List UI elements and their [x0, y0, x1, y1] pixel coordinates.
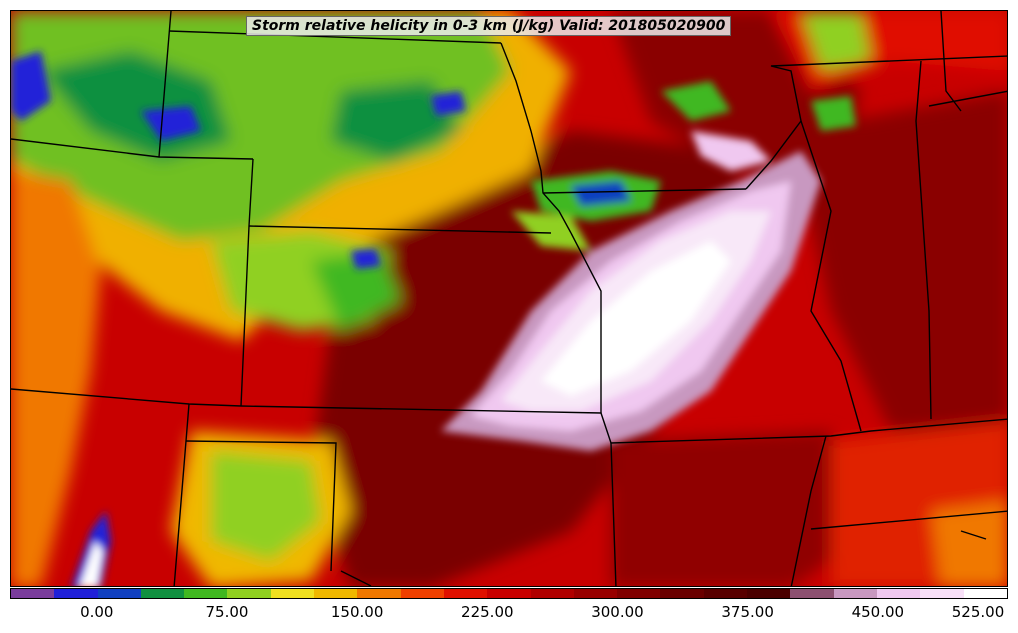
- boundary-line: [610, 442, 617, 586]
- colorbar-tick-label: 0.00: [80, 603, 114, 621]
- boundary-line: [745, 55, 1007, 190]
- colorbar-tick-label: 225.00: [461, 603, 514, 621]
- colorbar-segment: [227, 589, 271, 598]
- colorbar-segment: [703, 589, 748, 598]
- colorbar-segment: [530, 589, 574, 598]
- colorbar-segment: [963, 589, 1007, 598]
- boundary-line: [158, 11, 172, 158]
- helicity-map: [10, 10, 1008, 587]
- colorbar-segment: [790, 589, 834, 598]
- colorbar-segment: [487, 589, 531, 598]
- colorbar-labels: 0.00 75.00 150.00 225.00 300.00 375.00 450.00 5…: [10, 603, 1008, 623]
- boundary-line: [542, 188, 747, 194]
- colorbar-tick-label: 300.00: [591, 603, 644, 621]
- colorbar: [10, 588, 1008, 599]
- colorbar-segment: [97, 589, 141, 598]
- boundary-line: [185, 440, 337, 572]
- boundary-line: [960, 530, 987, 540]
- colorbar-segment: [184, 589, 228, 598]
- colorbar-segment: [573, 589, 618, 598]
- map-title: Storm relative helicity in 0-3 km (J/kg)…: [246, 16, 732, 36]
- colorbar-segment: [270, 589, 315, 598]
- state-boundaries: [11, 11, 1007, 586]
- boundary-line: [340, 570, 372, 586]
- colorbar-segment: [140, 589, 185, 598]
- boundary-line: [248, 225, 552, 234]
- colorbar-tick-label: 375.00: [721, 603, 774, 621]
- boundary-line: [500, 42, 572, 234]
- boundary-line: [928, 90, 1007, 107]
- colorbar-segment: [617, 589, 661, 598]
- colorbar-segment: [443, 589, 488, 598]
- colorbar-tick-label: 525.00: [951, 603, 1005, 621]
- boundary-line: [570, 232, 602, 413]
- boundary-line: [168, 30, 502, 44]
- colorbar-segment: [54, 589, 98, 598]
- boundary-line: [940, 11, 962, 112]
- colorbar-segment: [660, 589, 704, 598]
- boundary-line: [790, 435, 827, 586]
- colorbar-segment: [833, 589, 877, 598]
- boundary-line: [810, 510, 1007, 530]
- colorbar-segment: [920, 589, 964, 598]
- boundary-line: [915, 60, 932, 420]
- colorbar-tick-label: 150.00: [330, 603, 384, 621]
- colorbar-segment: [400, 589, 444, 598]
- boundary-line: [240, 405, 1007, 444]
- colorbar-segment: [314, 589, 358, 598]
- colorbar-segment: [11, 589, 55, 598]
- boundary-line: [800, 120, 862, 432]
- colorbar-segment: [357, 589, 401, 598]
- colorbar-tick-label: 450.00: [851, 603, 905, 621]
- field-high-values: [11, 51, 856, 586]
- colorbar-segment: [876, 589, 921, 598]
- map-svg: [11, 11, 1007, 586]
- colorbar-tick-label: 75.00: [205, 603, 249, 621]
- colorbar-segment: [747, 589, 791, 598]
